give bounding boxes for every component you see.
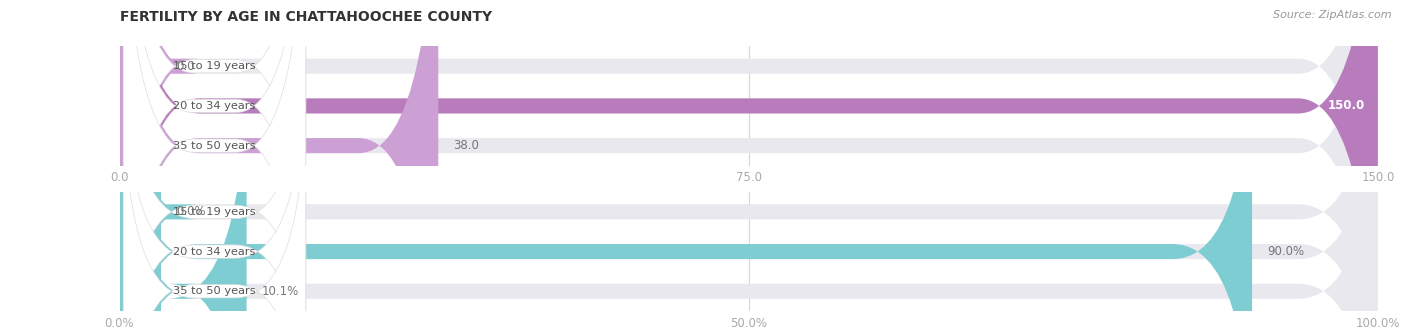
FancyBboxPatch shape — [120, 0, 1378, 331]
Text: 35 to 50 years: 35 to 50 years — [173, 141, 256, 151]
Text: FERTILITY BY AGE IN CHATTAHOOCHEE COUNTY: FERTILITY BY AGE IN CHATTAHOOCHEE COUNTY — [120, 10, 492, 24]
Text: 90.0%: 90.0% — [1267, 245, 1305, 258]
FancyBboxPatch shape — [82, 0, 200, 331]
FancyBboxPatch shape — [124, 37, 305, 331]
FancyBboxPatch shape — [120, 0, 1378, 331]
FancyBboxPatch shape — [124, 0, 305, 331]
FancyBboxPatch shape — [120, 0, 1378, 331]
FancyBboxPatch shape — [120, 0, 439, 331]
Text: 38.0: 38.0 — [453, 139, 479, 152]
FancyBboxPatch shape — [124, 0, 305, 331]
Text: 0.0: 0.0 — [177, 60, 195, 73]
Text: 20 to 34 years: 20 to 34 years — [173, 101, 256, 111]
Text: 15 to 19 years: 15 to 19 years — [173, 61, 256, 71]
FancyBboxPatch shape — [82, 0, 200, 331]
FancyBboxPatch shape — [120, 8, 1378, 331]
FancyBboxPatch shape — [120, 0, 1378, 331]
Text: Source: ZipAtlas.com: Source: ZipAtlas.com — [1274, 10, 1392, 20]
Text: 15 to 19 years: 15 to 19 years — [173, 207, 256, 217]
Text: 150.0: 150.0 — [1329, 99, 1365, 113]
Text: 0.0%: 0.0% — [176, 205, 205, 218]
FancyBboxPatch shape — [120, 0, 1378, 331]
FancyBboxPatch shape — [124, 76, 305, 331]
FancyBboxPatch shape — [120, 8, 1251, 331]
Text: 35 to 50 years: 35 to 50 years — [173, 286, 256, 296]
Text: 20 to 34 years: 20 to 34 years — [173, 247, 256, 257]
FancyBboxPatch shape — [120, 47, 1378, 331]
Text: 10.1%: 10.1% — [262, 285, 299, 298]
FancyBboxPatch shape — [124, 0, 305, 331]
FancyBboxPatch shape — [120, 47, 246, 331]
FancyBboxPatch shape — [124, 0, 305, 331]
